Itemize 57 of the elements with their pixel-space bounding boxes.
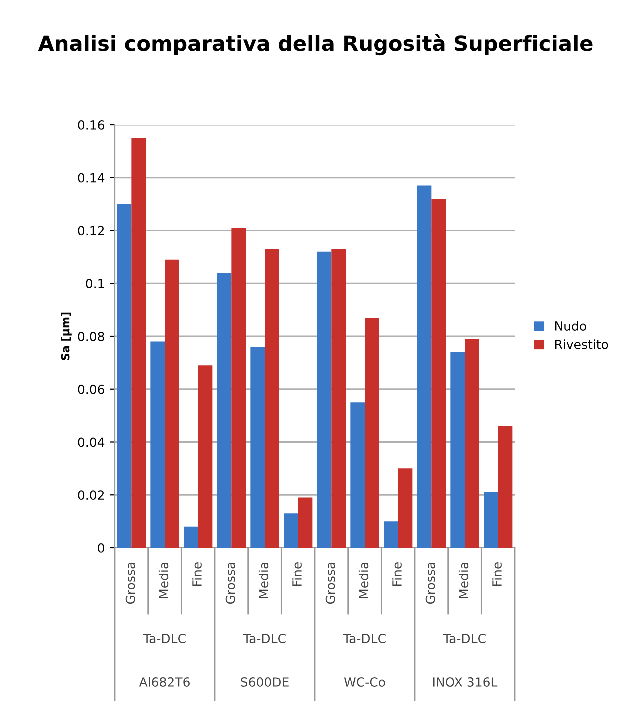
bar xyxy=(217,273,232,548)
legend-label: Rivestito xyxy=(555,340,608,350)
chart-title: Analisi comparativa della Rugosità Superficiale xyxy=(38,34,593,56)
x-tick-label: Grossa xyxy=(126,563,136,604)
bar xyxy=(298,498,313,548)
bar xyxy=(184,526,198,548)
bar xyxy=(132,138,146,548)
x-tick-label: Grossa xyxy=(226,563,236,604)
bar xyxy=(465,339,480,548)
bar xyxy=(384,522,398,548)
x-tick-label: Media xyxy=(458,563,469,598)
text: Ta-DLC xyxy=(443,634,486,644)
bar xyxy=(432,199,446,548)
bar xyxy=(284,514,298,548)
x-tick-label: Media xyxy=(358,563,369,598)
y-tick-label: 0.12 xyxy=(78,226,104,236)
bar xyxy=(484,492,498,548)
text: Ta-DLC xyxy=(343,634,386,644)
bar xyxy=(317,252,332,548)
bar xyxy=(198,366,213,548)
bar xyxy=(117,204,132,548)
x-tick-label: Fine xyxy=(192,562,202,586)
bar xyxy=(332,249,346,548)
text: Ta-DLC xyxy=(143,634,186,644)
x-tick-label: Media xyxy=(258,563,269,598)
y-tick-label: 0.04 xyxy=(78,438,105,448)
text: S600DE xyxy=(241,678,289,687)
text: Ta-DLC xyxy=(243,634,286,644)
bar xyxy=(150,342,165,548)
bar xyxy=(250,347,265,548)
x-tick-label: Fine xyxy=(392,562,402,586)
y-tick-label: 0.16 xyxy=(78,120,104,130)
y-tick-label: 0.1 xyxy=(86,279,104,289)
y-tick-label: 0.06 xyxy=(78,384,104,394)
bar xyxy=(165,260,180,548)
y-tick-label: 0 xyxy=(98,543,104,553)
bar xyxy=(398,468,413,548)
x-tick-label: Grossa xyxy=(426,563,436,604)
legend-label: Nudo xyxy=(555,321,586,331)
text: WC-Co xyxy=(344,678,386,687)
y-tick-label: 0.08 xyxy=(78,332,104,342)
y-tick-label: 0.14 xyxy=(78,173,105,183)
text: INOX 316L xyxy=(434,678,498,687)
bar xyxy=(265,249,280,548)
bar xyxy=(232,228,246,548)
bar xyxy=(450,352,465,548)
text: Al682T6 xyxy=(139,677,190,687)
x-tick-label: Media xyxy=(158,563,169,598)
bar xyxy=(417,186,432,548)
x-tick-label: Grossa xyxy=(326,563,336,604)
x-tick-label: Fine xyxy=(492,562,502,586)
x-tick-label: Fine xyxy=(292,562,302,586)
y-axis-title: Sa [µm] xyxy=(61,312,72,360)
y-tick-label: 0.02 xyxy=(78,490,104,500)
bar xyxy=(365,318,380,548)
bar xyxy=(498,426,513,548)
bar xyxy=(350,402,365,548)
